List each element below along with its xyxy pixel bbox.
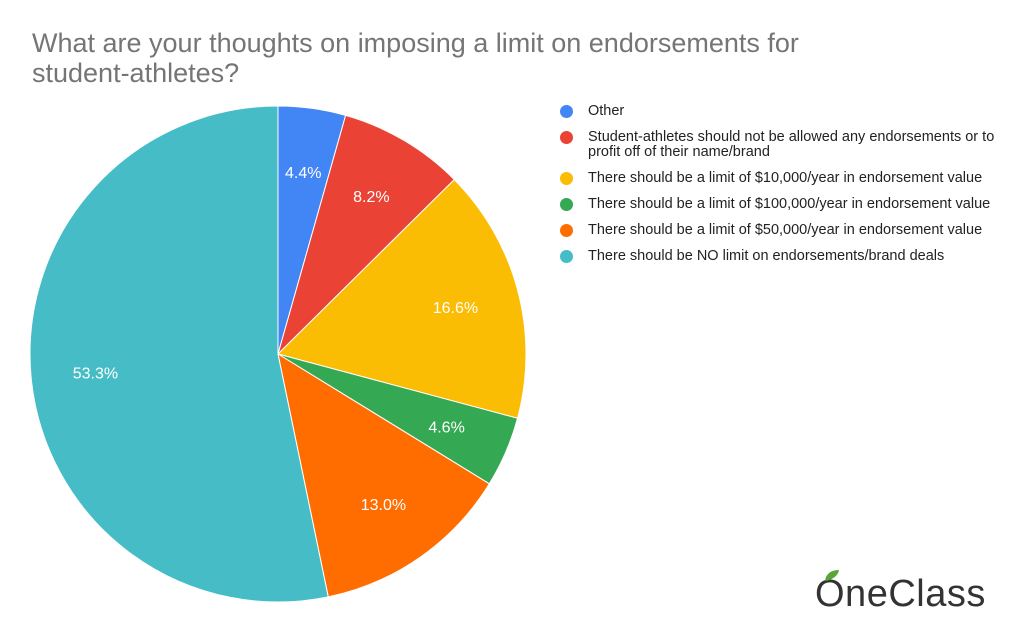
legend-label: Student-athletes should not be allowed a… xyxy=(588,129,995,160)
legend-label: Other xyxy=(588,103,625,119)
slice-value-label: 16.6% xyxy=(433,300,478,317)
slice-value-label: 4.4% xyxy=(285,165,321,182)
legend-item: There should be a limit of $50,000/year … xyxy=(560,223,1010,238)
chart-legend: Other Student-athletes should not be allo… xyxy=(560,104,1010,275)
slice-value-label: 13.0% xyxy=(361,497,406,514)
legend-item: Other xyxy=(560,104,1010,119)
pie-slice-1 xyxy=(277,114,456,356)
legend-swatch xyxy=(560,131,573,144)
slice-value-label: 8.2% xyxy=(353,189,389,206)
legend-swatch xyxy=(560,250,573,263)
watermark-text: OneClass xyxy=(815,573,986,615)
leaf-icon xyxy=(825,570,839,581)
legend-label: There should be a limit of $100,000/year… xyxy=(588,196,991,212)
legend-label: There should be NO limit on endorsements… xyxy=(588,248,945,264)
legend-item: There should be NO limit on endorsements… xyxy=(560,249,1010,264)
legend-swatch xyxy=(560,172,573,185)
legend-swatch xyxy=(560,198,573,211)
legend-label: There should be a limit of $50,000/year … xyxy=(588,222,983,238)
oneclass-logo: OneClass xyxy=(815,570,986,616)
legend-swatch xyxy=(560,224,573,237)
legend-swatch xyxy=(560,105,573,118)
legend-item: There should be a limit of $10,000/year … xyxy=(560,171,1010,186)
legend-item: There should be a limit of $100,000/year… xyxy=(560,197,1010,212)
slice-value-label: 53.3% xyxy=(73,366,118,383)
pie-slice-5 xyxy=(29,105,329,603)
chart-title: What are your thoughts on imposing a lim… xyxy=(32,28,799,88)
pie-slice-2 xyxy=(277,178,527,419)
pie-slice-4 xyxy=(277,352,491,598)
legend-item: Student-athletes should not be allowed a… xyxy=(560,130,1010,160)
legend-label: There should be a limit of $10,000/year … xyxy=(588,170,983,186)
slice-value-label: 4.6% xyxy=(428,420,464,437)
